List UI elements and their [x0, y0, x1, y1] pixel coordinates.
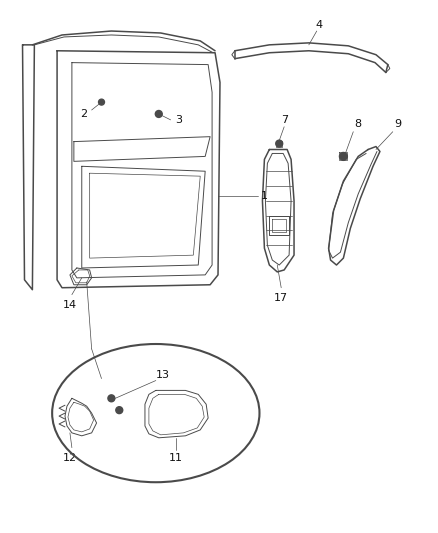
Circle shape: [155, 110, 162, 117]
Circle shape: [108, 395, 115, 402]
Text: 1: 1: [261, 191, 268, 201]
Circle shape: [99, 99, 105, 105]
Circle shape: [116, 407, 123, 414]
Text: 2: 2: [80, 109, 87, 119]
Text: 14: 14: [63, 300, 77, 310]
Text: 4: 4: [315, 20, 322, 30]
Text: 9: 9: [394, 119, 401, 129]
Text: 17: 17: [274, 293, 288, 303]
Text: 8: 8: [355, 119, 362, 129]
Text: 3: 3: [175, 115, 182, 125]
Text: 11: 11: [169, 453, 183, 463]
Text: 7: 7: [281, 115, 288, 125]
Circle shape: [276, 140, 283, 147]
Text: 12: 12: [63, 453, 77, 463]
Text: 13: 13: [156, 369, 170, 379]
Circle shape: [339, 152, 347, 160]
